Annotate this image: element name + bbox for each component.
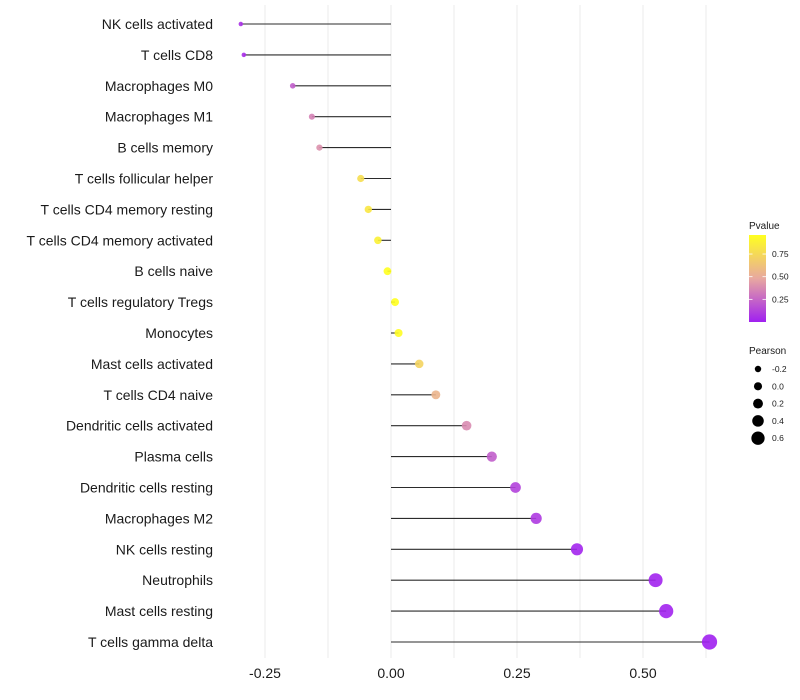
size-legend-label: 0.4 [772,416,784,426]
points [238,21,718,650]
pvalue-legend: Pvalue 0.25 0.50 0.75 [749,221,789,322]
data-point [570,543,584,556]
data-point [238,21,244,27]
y-tick-label: B cells memory [117,140,213,156]
y-tick-label: Dendritic cells activated [66,418,213,434]
y-tick-label: Plasma cells [134,449,213,465]
data-point [357,174,365,183]
x-tick-label: 0.50 [629,665,656,681]
data-point [659,603,674,619]
y-tick-label: B cells naive [134,263,213,279]
size-legend-key [753,382,763,391]
colorbar-tick-label: 0.50 [772,272,789,282]
data-point [289,82,296,89]
pvalue-colorbar [749,235,766,322]
size-legend-key [754,365,762,373]
data-point [316,144,323,151]
y-tick-label: T cells gamma delta [88,634,213,650]
pvalue-legend-title: Pvalue [749,221,780,232]
data-point [431,390,441,400]
pearson-legend-title: Pearson [749,346,786,357]
grid-lines [264,5,707,658]
data-point [241,52,247,58]
y-tick-label: NK cells resting [116,541,213,557]
y-axis-labels: NK cells activated T cells CD8 Macrophages… [27,16,214,650]
size-legend-key [751,431,765,445]
y-tick-label: T cells CD4 memory resting [41,201,213,217]
size-legend-label: 0.6 [772,433,784,443]
data-point [391,298,400,307]
colorbar-tick-label: 0.25 [772,294,789,304]
y-tick-label: Monocytes [145,325,213,341]
y-tick-label: Dendritic cells resting [80,480,213,496]
y-tick-label: Macrophages M0 [105,78,213,94]
data-point [364,205,372,214]
data-point [530,512,542,525]
data-point [308,113,315,120]
size-legend-key [752,415,764,427]
x-axis-labels: -0.25 0.00 0.25 0.50 [249,665,657,681]
y-tick-label: Macrophages M1 [105,109,213,125]
data-point [414,359,424,369]
size-legend-label: -0.2 [772,364,787,374]
data-point [383,267,392,276]
y-tick-label: Mast cells resting [105,603,213,619]
y-tick-label: T cells regulatory Tregs [68,294,213,310]
data-point [701,634,718,650]
y-tick-label: T cells CD4 memory activated [27,232,213,248]
data-point [648,573,663,588]
x-tick-label: 0.25 [503,665,530,681]
data-point [486,451,497,462]
pearson-legend: Pearson -0.2 0.0 0.2 0.4 0.6 [749,346,787,445]
x-tick-label: -0.25 [249,665,281,681]
data-point [510,482,521,493]
y-tick-label: T cells follicular helper [75,171,214,187]
colorbar-tick-label: 0.75 [772,249,789,259]
y-tick-label: Macrophages M2 [105,510,213,526]
data-point [461,420,472,431]
y-tick-label: T cells CD4 naive [104,387,214,403]
y-tick-label: Neutrophils [142,572,213,588]
data-point [374,236,382,245]
size-legend-key [753,398,763,409]
y-tick-label: Mast cells activated [91,356,213,372]
size-legend-label: 0.2 [772,399,784,409]
x-tick-label: 0.00 [377,665,404,681]
segments [240,23,710,643]
y-tick-label: T cells CD8 [141,47,213,63]
data-point [394,328,403,338]
y-tick-label: NK cells activated [102,16,213,32]
size-legend-label: 0.0 [772,381,784,391]
